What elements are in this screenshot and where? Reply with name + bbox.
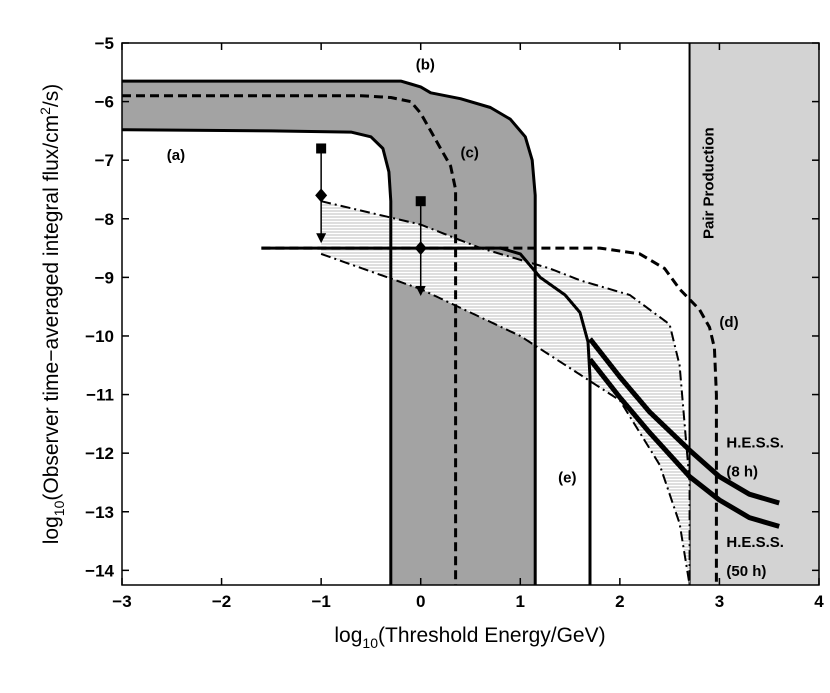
annotation-label: (c) [461, 144, 479, 161]
x-tick-label: 4 [814, 592, 824, 611]
series-line--b [122, 79, 537, 585]
x-axis-label: log10(Threshold Energy/GeV) [334, 624, 605, 651]
annotation-label: H.E.S.S. [726, 534, 784, 551]
x-tick-label: 0 [416, 592, 425, 611]
overlays: Pair Production (a) (b) (c) (d) (e) H.E.S.S. (8… [167, 56, 784, 580]
annotation-label: (50 h) [726, 563, 766, 580]
y-tick-label: −6 [95, 93, 114, 112]
series-line--d [261, 246, 718, 585]
annotation-label: (d) [719, 314, 738, 331]
x-tick-label: 3 [715, 592, 724, 611]
x-tick-label: −1 [311, 592, 330, 611]
series-line--a [122, 128, 393, 585]
y-tick-label: −13 [85, 503, 114, 522]
y-tick-label: −12 [85, 444, 114, 463]
plot-frame [121, 42, 820, 586]
series-line-h-e-s-s-8-h [588, 337, 780, 506]
arrow-head [415, 285, 426, 296]
pair-production-band [689, 43, 819, 585]
dark-shaded-region [122, 81, 536, 585]
annotation-label: H.E.S.S. [726, 434, 784, 451]
series-line--c [122, 94, 458, 585]
series-line--e [261, 246, 592, 585]
x-tick-label: 1 [516, 592, 525, 611]
y-tick-label: −5 [95, 34, 114, 53]
arrow-head [316, 233, 327, 244]
y-tick-label: −8 [95, 210, 114, 229]
y-tick-label: −11 [86, 386, 114, 405]
annotation-label: (b) [416, 56, 435, 73]
diamond-marker [414, 241, 427, 256]
y-tick-label: −9 [95, 268, 114, 287]
annotation-label: (e) [558, 469, 576, 486]
hatched-upper-bound [320, 200, 691, 585]
plot-area [122, 43, 819, 585]
axes: −3 −2 −1 0 1 2 3 4−5−6−7−8−9−10−11−12−13−14 [85, 34, 824, 611]
x-tick-label: −2 [212, 592, 231, 611]
diamond-marker [315, 188, 328, 203]
annotation-label: (8 h) [726, 464, 758, 481]
square-marker [316, 143, 327, 154]
series-line-h-e-s-s-50-h [588, 357, 780, 529]
y-tick-label: −14 [85, 561, 114, 580]
y-tick-label: −10 [85, 327, 114, 346]
pair-production-label: Pair Production [701, 127, 718, 239]
annotation-label: (a) [167, 147, 185, 164]
square-marker [415, 196, 426, 207]
y-axis-label: log10(Observer time−averaged integral fl… [37, 84, 67, 544]
hatched-region [321, 201, 690, 585]
x-tick-label: 2 [615, 592, 624, 611]
x-tick-label: −3 [112, 592, 131, 611]
y-tick-label: −7 [95, 151, 114, 170]
